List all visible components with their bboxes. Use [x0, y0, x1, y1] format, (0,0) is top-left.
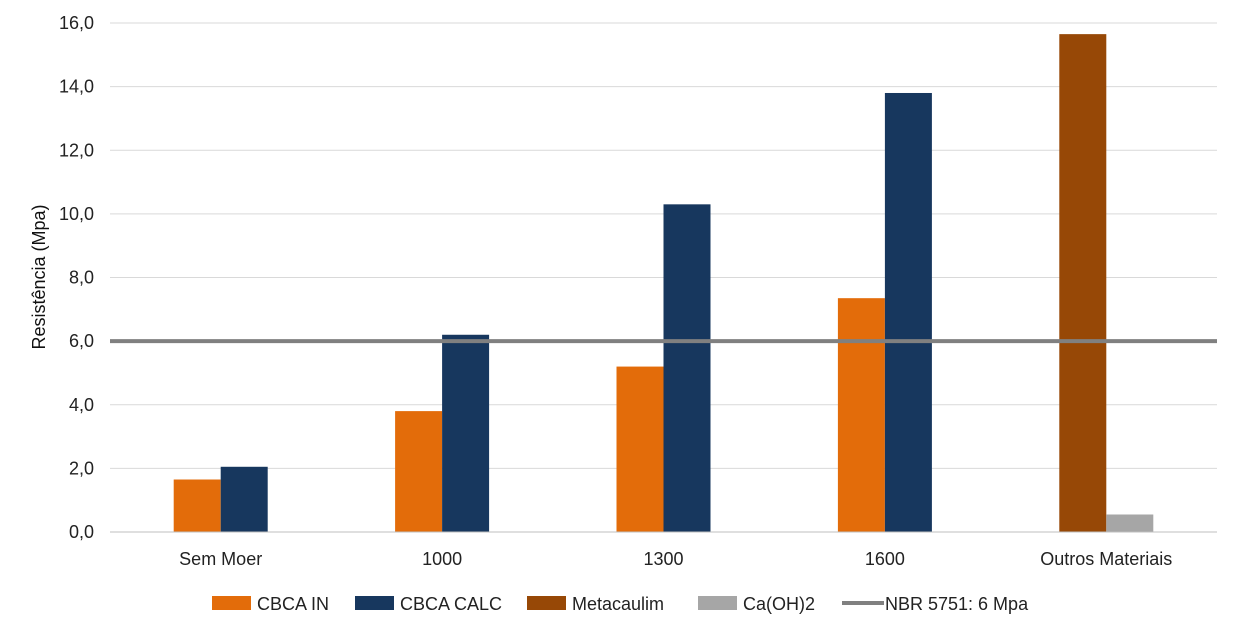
legend-swatch [698, 596, 737, 610]
x-tick-label: 1000 [422, 549, 462, 569]
legend-label: CBCA CALC [400, 594, 502, 614]
legend-swatch [212, 596, 251, 610]
bar-cbca-calc-2 [663, 204, 711, 533]
y-tick-labels: 0,0 2,0 4,0 6,0 8,0 10,0 12,0 14,0 16,0 [59, 13, 94, 542]
y-axis-label: Resistência (Mpa) [29, 204, 49, 349]
bar-cbca-in-0 [173, 479, 221, 532]
x-tick-label: 1600 [865, 549, 905, 569]
bar-cbca-in-3 [837, 298, 885, 532]
y-tick-label: 12,0 [59, 140, 94, 160]
bar-cbca-calc-0 [220, 466, 268, 532]
bar-ca-oh-2-4 [1106, 514, 1154, 532]
legend-label: NBR 5751: 6 Mpa [885, 594, 1029, 614]
legend: CBCA IN CBCA CALC Metacaulim Ca(OH)2 NBR 575… [212, 594, 1029, 614]
legend-swatch [527, 596, 566, 610]
legend-label: Ca(OH)2 [743, 594, 815, 614]
y-tick-label: 4,0 [69, 395, 94, 415]
bar-cbca-calc-1 [442, 334, 490, 532]
y-tick-label: 14,0 [59, 77, 94, 97]
y-tick-label: 16,0 [59, 13, 94, 33]
bar-metacaulim-4 [1059, 34, 1107, 533]
legend-label: Metacaulim [572, 594, 664, 614]
bar-cbca-in-2 [616, 366, 664, 532]
y-tick-label: 6,0 [69, 331, 94, 351]
legend-swatch [355, 596, 394, 610]
x-tick-labels: Sem Moer 1000 1300 1600 Outros Materiais [179, 549, 1172, 569]
y-tick-label: 0,0 [69, 522, 94, 542]
bar-cbca-in-1 [395, 411, 443, 532]
y-tick-label: 8,0 [69, 268, 94, 288]
bar-cbca-calc-3 [884, 92, 932, 533]
x-tick-label: Sem Moer [179, 549, 262, 569]
bars [173, 34, 1154, 533]
x-tick-label: 1300 [643, 549, 683, 569]
y-tick-label: 10,0 [59, 204, 94, 224]
y-tick-label: 2,0 [69, 458, 94, 478]
x-tick-label: Outros Materiais [1040, 549, 1172, 569]
legend-label: CBCA IN [257, 594, 329, 614]
